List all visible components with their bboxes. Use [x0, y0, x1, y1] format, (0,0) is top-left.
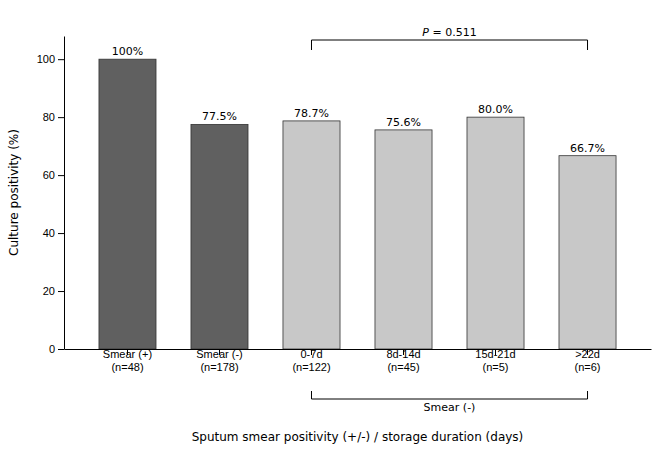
axis-line [64, 37, 65, 350]
x-axis: Smear (+)(n=48) Smear (-)(n=178) 0-7d(n=12… [65, 348, 652, 373]
bar [191, 124, 248, 349]
tick-label-line: (n=45) [387, 361, 419, 373]
bar [99, 59, 156, 349]
y-axis-title: Culture positivity (%) [7, 129, 21, 256]
tick-label: Smear (+)(n=48) [103, 348, 152, 373]
tick-mark [58, 59, 64, 60]
tick-label-line: (n=5) [483, 361, 509, 373]
tick-mark [58, 175, 64, 176]
tick: Smear (-)(n=178) [196, 348, 242, 373]
tick-label-line: 15d-21d [475, 348, 515, 360]
tick-label: 80 [43, 111, 55, 123]
tick: 40 [43, 227, 64, 239]
data-label: 80.0% [478, 103, 513, 116]
tick-label-line: 0-7d [300, 348, 322, 360]
data-label: 66.7% [570, 142, 605, 155]
x-axis-title: Sputum smear positivity (+/-) / storage … [192, 430, 524, 444]
tick-label-line: (n=178) [200, 361, 238, 373]
data-label: 75.6% [386, 116, 421, 129]
data-label: 77.5% [202, 110, 237, 123]
tick: 15d-21d(n=5) [475, 348, 515, 373]
annotation: Smear (-) [311, 391, 587, 414]
tick: 100 [37, 53, 64, 65]
data-label: 100% [112, 45, 143, 58]
tick-label-line: >22d [575, 348, 600, 360]
tick-label-line: Smear (+) [103, 348, 152, 360]
tick: 0 [49, 343, 64, 355]
tick-label-line: (n=48) [111, 361, 143, 373]
tick: Smear (+)(n=48) [103, 348, 152, 373]
tick-label-line: 8d-14d [386, 348, 420, 360]
chart: 020406080100Smear (+)(n=48)Smear (-)(n=1… [0, 0, 671, 453]
bar [375, 130, 432, 349]
tick-label: >22d(n=6) [575, 348, 601, 373]
tick: >22d(n=6) [575, 348, 601, 373]
bars [99, 59, 616, 349]
y-axis: 0 20 40 60 80 100 [37, 37, 65, 356]
tick-label: 40 [43, 227, 55, 239]
annotation-text: P = 0.511 [422, 26, 476, 39]
tick: 80 [43, 111, 64, 123]
tick: 8d-14d(n=45) [386, 348, 420, 373]
bar [559, 156, 616, 349]
annotation: P = 0.511 [311, 26, 587, 50]
tick: 0-7d(n=122) [292, 348, 330, 373]
tick-label: 0-7d(n=122) [292, 348, 330, 373]
bar [283, 121, 340, 349]
tick-mark [58, 349, 64, 350]
tick-label: 15d-21d(n=5) [475, 348, 515, 373]
annotation-text-part: = 0.511 [429, 26, 477, 39]
tick-mark [58, 291, 64, 292]
tick-mark [58, 233, 64, 234]
bar [467, 117, 524, 349]
tick: 60 [43, 169, 64, 181]
annotation-text: Smear (-) [424, 401, 476, 414]
tick-label: 20 [43, 285, 55, 297]
tick-label: 60 [43, 169, 55, 181]
tick-mark [58, 117, 64, 118]
tick-label-line: (n=6) [575, 361, 601, 373]
data-labels: 100% 77.5% 78.7% 75.6% 80.0% 66.7% [112, 45, 605, 155]
tick-label: Smear (-)(n=178) [196, 348, 242, 373]
bracket [311, 40, 587, 50]
tick-label: 100 [37, 53, 55, 65]
bracket [311, 391, 587, 399]
data-label: 78.7% [294, 107, 329, 120]
tick-label: 8d-14d(n=45) [386, 348, 420, 373]
annotations: P = 0.511 Smear (-) [311, 26, 587, 414]
tick-label-line: Smear (-) [196, 348, 242, 360]
axis-line [65, 349, 652, 350]
tick: 20 [43, 285, 64, 297]
tick-label-line: (n=122) [292, 361, 330, 373]
tick-label: 0 [49, 343, 55, 355]
